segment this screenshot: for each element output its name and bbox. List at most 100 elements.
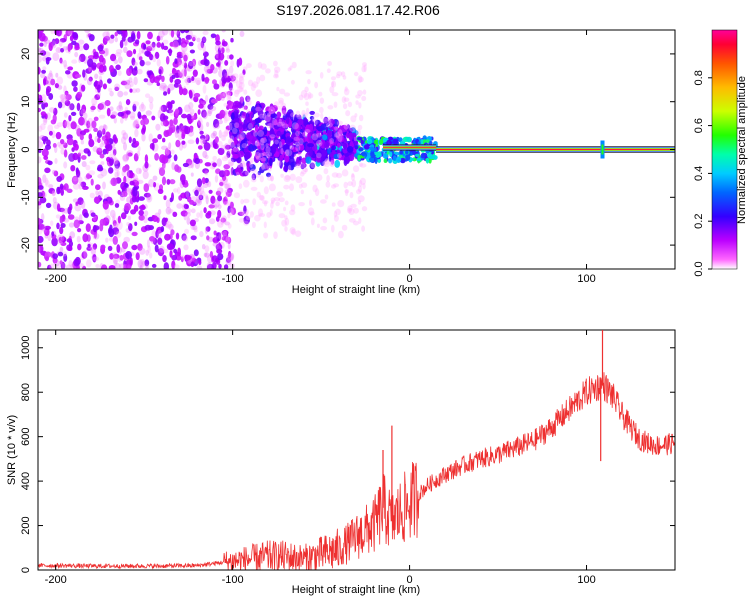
spectrogram-cell [54,124,60,129]
spectrogram-cell [87,243,91,248]
spectrogram-cell [141,127,146,135]
spectrogram-cell [206,262,212,269]
spectrogram-cell [56,176,63,182]
spectrogram-cell [316,223,320,228]
spectrogram-cell [139,59,145,67]
spectrogram-cell [399,149,403,155]
spectrogram-cell [184,126,191,135]
spectrogram-cell [223,264,229,269]
spectrogram-cell [72,183,80,190]
spectrogram-cell [355,94,361,99]
spectrogram-cell [130,115,136,121]
spectrogram-cell [193,228,198,233]
spectrogram-cell [188,60,194,70]
spectrogram-cell [164,233,171,241]
spectrogram-cell [122,165,127,173]
spectrogram-cell [73,143,79,151]
spectrogram-cell [240,139,248,147]
spectrogram-cell [196,178,203,188]
spectrogram-cell [68,115,72,122]
spectrogram-cell [45,57,52,61]
spectrogram-x-tick-label: 0 [407,273,413,285]
spectrogram-cell [202,168,210,174]
spectrogram-cell [187,139,195,145]
spectrogram-cell [146,239,150,248]
spectrogram-cell [336,142,341,148]
spectrogram-cell [60,188,64,196]
spectrogram-cell [227,253,234,261]
spectrogram-cell [86,259,92,268]
spectrogram-cell [215,50,220,59]
spectrogram-cell [158,167,166,177]
spectrogram-cell [320,112,324,120]
spectrogram-cell [335,74,341,79]
spectrogram-cell [110,114,116,119]
spectrogram-cell [386,151,390,155]
spectrogram-cell [116,170,120,177]
spectrogram-cell [114,203,120,208]
spectrogram-cell [112,252,118,258]
spectrogram-cell [202,84,207,94]
spectrogram-cell [310,217,315,226]
spectrogram-cell [128,136,132,144]
spectrogram-cell [361,151,366,157]
spectrogram-cell [266,123,274,129]
spectrogram-cell [216,62,220,67]
spectrogram-cell [145,61,151,66]
spectrogram-carrier-band [436,149,675,150]
spectrogram-cell [225,90,232,97]
spectrogram-cell [56,122,64,127]
spectrogram-cell [266,172,271,178]
spectrogram-cell [206,235,210,241]
spectrogram-cell [216,248,223,254]
spectrogram-cell [300,164,305,170]
spectrogram-cell [127,152,133,157]
spectrogram-cell [324,158,330,165]
spectrogram-cell [266,154,270,159]
spectrogram-cell [38,219,43,226]
spectrogram-cell [54,83,60,89]
spectrogram-cell [221,215,228,224]
spectrogram-cell [144,224,152,231]
snr-x-tick-label: 0 [407,574,413,586]
spectrogram-cell [38,125,43,132]
spectrogram-cell [115,230,122,238]
spectrogram-cell [295,176,303,184]
spectrogram-cell [88,170,96,176]
spectrogram-cell [143,183,150,193]
spectrogram-cell [307,207,315,216]
spectrogram-cell [89,192,95,199]
spectrogram-cell [180,30,185,34]
spectrogram-cell [109,90,114,97]
spectrogram-cell [227,242,231,250]
spectrogram-cell [316,150,322,158]
spectrogram-cell [104,138,110,145]
spectrogram-cell [225,82,230,87]
spectrogram-cell [324,141,330,150]
spectrogram-cell [178,84,182,90]
spectrogram-cell [108,265,116,269]
spectrogram-cell [320,226,327,231]
spectrogram-cell [271,199,275,205]
spectrogram-cell [60,94,64,103]
spectrogram-cell [174,164,180,172]
spectrogram-cell [133,76,138,86]
spectrogram-cell [309,199,312,207]
spectrogram-cell [152,175,158,181]
spectrogram-cell [180,68,185,77]
spectrogram-cell [67,246,73,252]
spectrogram-cell [309,162,316,170]
spectrogram-cell [72,176,78,182]
spectrogram-cell [246,99,252,106]
spectrogram-cell [242,66,248,71]
spectrogram-cell [188,102,194,110]
spectrogram-cell [113,223,119,228]
spectrogram-cell [98,54,104,63]
spectrogram-cell [231,112,235,121]
spectrogram-cell [173,40,179,47]
spectrogram-cell [69,240,73,247]
spectrogram-cell [356,189,362,195]
spectrogram-cell [224,234,229,243]
spectrogram-cell [225,129,229,135]
spectrogram-cell [322,130,326,136]
